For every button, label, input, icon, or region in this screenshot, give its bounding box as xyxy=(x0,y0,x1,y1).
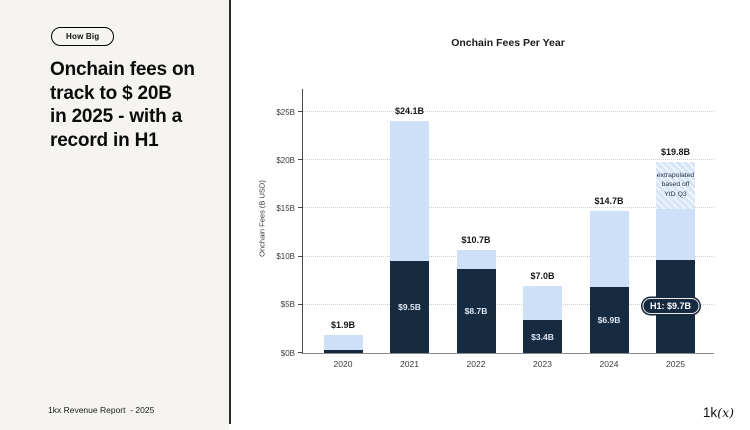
bar-2020-light xyxy=(323,334,363,351)
y-tick-mark xyxy=(298,255,303,257)
bar-inner-label-2023: $3.4B xyxy=(531,331,554,342)
bar-chart: $0B $5B $10B $15B $20B $25B $1.9B 2020 $9.5B $24.… xyxy=(276,89,714,369)
x-tick-label-2025: 2025 xyxy=(666,359,685,369)
bar-2021-dark xyxy=(390,261,429,353)
gridline-$15B xyxy=(303,207,714,209)
x-tick-label-2021: 2021 xyxy=(400,359,419,369)
bar-2025-extrapolated xyxy=(656,162,695,210)
x-tick-label-2020: 2020 xyxy=(333,359,353,369)
bar-total-label-2022: $10.7B xyxy=(461,234,491,245)
chart-title: Onchain Fees Per Year xyxy=(451,37,565,49)
extrapolated-note: extrapolated based off YtD Q3 xyxy=(656,172,695,198)
x-tick-label-2023: 2023 xyxy=(533,359,552,369)
bar-2023-dark xyxy=(523,320,562,353)
1kx-logo: 1k(x) xyxy=(703,405,734,420)
y-tick-label: $10B xyxy=(276,252,295,262)
bar-total-label-2024: $14.7B xyxy=(594,196,624,207)
y-tick-label: $15B xyxy=(276,203,295,213)
y-tick-label: $0B xyxy=(280,348,295,358)
bar-inner-label-2024: $6.9B xyxy=(597,314,621,325)
gridline-$25B xyxy=(303,111,714,113)
y-tick-mark xyxy=(298,159,303,161)
gridline-$20B xyxy=(303,159,714,161)
bar-inner-label-2022: $8.7B xyxy=(464,306,488,317)
y-tick-label: $20B xyxy=(276,155,295,165)
y-tick-mark xyxy=(298,207,303,209)
bar-2022-dark xyxy=(456,269,496,353)
gridline-$10B xyxy=(303,255,714,257)
left-panel: How Big Onchain fees on track to $ 20B i… xyxy=(0,0,229,430)
bar-2020-dark xyxy=(323,350,363,353)
y-tick-mark xyxy=(298,111,303,113)
bar-2024-dark xyxy=(589,286,629,353)
bar-2023-light xyxy=(523,285,562,321)
y-tick-label: $25B xyxy=(276,107,295,117)
x-tick-label-2022: 2022 xyxy=(466,359,486,369)
bar-2025-light xyxy=(656,209,695,260)
panel-divider xyxy=(229,0,231,424)
h1-value-pill: H1: $9.7B xyxy=(641,298,700,315)
slide-headline: Onchain fees on track to $ 20B in 2025 -… xyxy=(50,59,195,151)
report-footer: 1kx Revenue Report - 2025 xyxy=(48,405,155,415)
how-big-badge: How Big xyxy=(51,27,115,46)
logo-prefix: 1k xyxy=(702,405,718,420)
y-tick-mark xyxy=(298,352,303,353)
gridline-$5B xyxy=(303,303,714,305)
bar-2022-light xyxy=(456,249,496,270)
bar-2024-light xyxy=(589,211,629,287)
y-tick-mark xyxy=(298,303,303,305)
y-tick-label: $5B xyxy=(280,300,295,310)
bar-total-label-2023: $7.0B xyxy=(530,270,555,281)
bar-total-label-2025: $19.8B xyxy=(660,147,691,158)
bar-inner-label-2021: $9.5B xyxy=(398,302,421,313)
x-tick-label-2024: 2024 xyxy=(599,359,619,369)
bar-total-label-2021: $24.1B xyxy=(394,105,425,116)
logo-suffix: (x) xyxy=(717,405,734,420)
bar-2021-light xyxy=(390,120,429,262)
bar-total-label-2020: $1.9B xyxy=(330,319,356,330)
